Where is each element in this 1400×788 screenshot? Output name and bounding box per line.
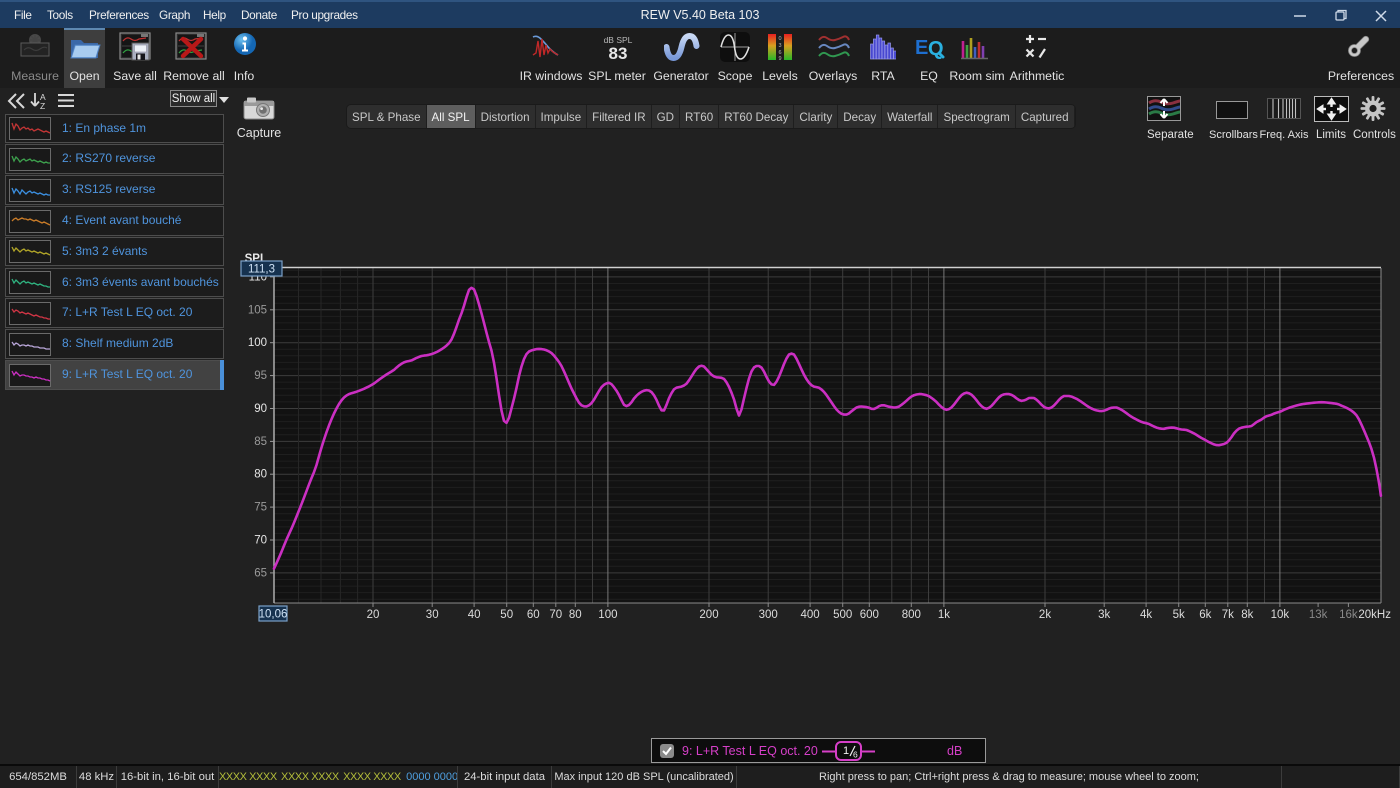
svg-text:20kHz: 20kHz: [1358, 609, 1391, 621]
svg-text:100: 100: [598, 609, 617, 621]
svg-text:E: E: [915, 37, 928, 59]
svg-text:70: 70: [254, 535, 267, 547]
svg-text:105: 105: [248, 304, 267, 316]
svg-text:6: 6: [778, 50, 781, 56]
svg-text:80: 80: [254, 469, 267, 481]
svg-text:9: 9: [778, 56, 781, 61]
svg-text:100: 100: [248, 337, 267, 349]
svg-text:60: 60: [527, 609, 540, 621]
svg-text:5k: 5k: [1173, 609, 1185, 621]
svg-text:3k: 3k: [1098, 609, 1110, 621]
svg-text:600: 600: [860, 609, 879, 621]
svg-text:200: 200: [699, 609, 718, 621]
svg-text:Z: Z: [40, 101, 45, 111]
svg-text:30: 30: [426, 609, 439, 621]
svg-text:3: 3: [778, 43, 781, 49]
svg-text:95: 95: [254, 370, 267, 382]
svg-text:10,06: 10,06: [259, 609, 288, 621]
svg-text:300: 300: [759, 609, 778, 621]
svg-text:7k: 7k: [1222, 609, 1234, 621]
svg-text:80: 80: [569, 609, 582, 621]
svg-text:111,3: 111,3: [248, 264, 275, 276]
svg-text:90: 90: [254, 403, 267, 415]
svg-text:16k: 16k: [1339, 609, 1358, 621]
svg-text:10k: 10k: [1271, 609, 1290, 621]
svg-text:13k: 13k: [1309, 609, 1328, 621]
svg-text:A: A: [40, 92, 46, 102]
svg-text:70: 70: [549, 609, 562, 621]
svg-text:85: 85: [254, 436, 267, 448]
svg-text:2k: 2k: [1039, 609, 1051, 621]
svg-text:1: 1: [843, 745, 849, 757]
svg-text:65: 65: [254, 567, 267, 579]
svg-text:800: 800: [902, 609, 921, 621]
svg-text:40: 40: [468, 609, 481, 621]
svg-text:500: 500: [833, 609, 852, 621]
svg-text:8k: 8k: [1241, 609, 1253, 621]
svg-text:4k: 4k: [1140, 609, 1152, 621]
svg-text:75: 75: [254, 502, 267, 514]
svg-text:20: 20: [367, 609, 380, 621]
svg-text:400: 400: [801, 609, 820, 621]
svg-text:6k: 6k: [1199, 609, 1211, 621]
svg-text:0: 0: [778, 36, 781, 42]
svg-text:1k: 1k: [938, 609, 950, 621]
svg-text:6: 6: [853, 750, 858, 760]
svg-text:50: 50: [500, 609, 513, 621]
